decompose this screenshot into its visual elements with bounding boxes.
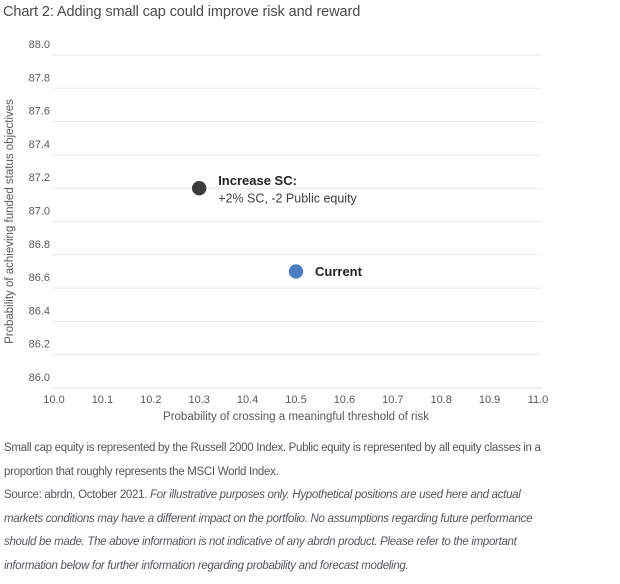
footnote-text-italic: information below for further informatio… xyxy=(4,559,409,572)
data-point-increase-sc xyxy=(192,181,207,196)
point-label-current-line1: Current xyxy=(315,264,363,279)
x-tick-label: 10.8 xyxy=(430,394,451,406)
x-tick-label: 10.3 xyxy=(188,394,209,406)
x-tick-label: 10.1 xyxy=(92,394,113,406)
y-tick-label: 86.0 xyxy=(29,372,50,384)
x-tick-label: 10.9 xyxy=(479,394,500,406)
footnote-line: Source: abrdn, October 2021. For illustr… xyxy=(4,484,620,508)
footnote-line: Small cap equity is represented by the R… xyxy=(4,437,620,461)
x-tick-label: 10.5 xyxy=(285,394,306,406)
y-tick-label: 86.8 xyxy=(29,239,50,251)
x-tick-label: 11.0 xyxy=(528,394,549,406)
chart-footnotes: Small cap equity is represented by the R… xyxy=(4,437,620,578)
y-tick-label: 87.0 xyxy=(29,206,50,218)
y-tick-label: 86.2 xyxy=(29,339,50,351)
footnote-text: proportion that roughly represents the M… xyxy=(4,465,279,478)
x-tick-label: 10.4 xyxy=(237,394,258,406)
data-point-current xyxy=(288,264,304,279)
footnote-line: proportion that roughly represents the M… xyxy=(4,461,620,485)
y-axis-title: Probability of achieving funded status o… xyxy=(4,99,16,344)
footnote-line: should be made. The above information is… xyxy=(4,531,620,555)
footnote-line: information below for further informatio… xyxy=(4,555,620,579)
point-label-increase-sc-line1: Increase SC: xyxy=(218,173,297,188)
x-tick-label: 10.0 xyxy=(43,394,64,406)
footnote-text-italic: should be made. The above information is… xyxy=(4,536,517,548)
chart-title: Chart 2: Adding small cap could improve … xyxy=(3,4,361,20)
x-tick-label: 10.7 xyxy=(382,394,403,406)
point-label-increase-sc-line2: +2% SC, -2 Public equity xyxy=(218,192,357,206)
footnote-line: markets conditions may have a different … xyxy=(4,508,620,532)
footnote-text-italic: For illustrative purposes only. Hypothet… xyxy=(150,489,521,501)
x-tick-label: 10.2 xyxy=(140,394,161,406)
y-tick-label: 87.8 xyxy=(29,72,50,84)
x-axis-title: Probability of crossing a meaningful thr… xyxy=(163,411,429,423)
y-tick-label: 87.4 xyxy=(29,139,50,151)
y-tick-label: 87.2 xyxy=(29,172,50,184)
y-tick-label: 88.0 xyxy=(29,39,50,51)
footnote-text-italic: markets conditions may have a different … xyxy=(4,512,533,525)
y-tick-label: 86.4 xyxy=(29,305,50,317)
footnote-text: Source: abrdn, October 2021. xyxy=(4,489,151,501)
scatter-chart: 86.0 86.2 86.4 86.6 86.8 87.0 87.2 87.4 87.6 87.8… xyxy=(4,39,549,423)
y-tick-label: 86.6 xyxy=(29,272,50,284)
y-tick-label: 87.6 xyxy=(29,106,50,118)
footnote-text: Small cap equity is represented by the R… xyxy=(4,442,541,454)
x-tick-label: 10.6 xyxy=(334,394,355,406)
